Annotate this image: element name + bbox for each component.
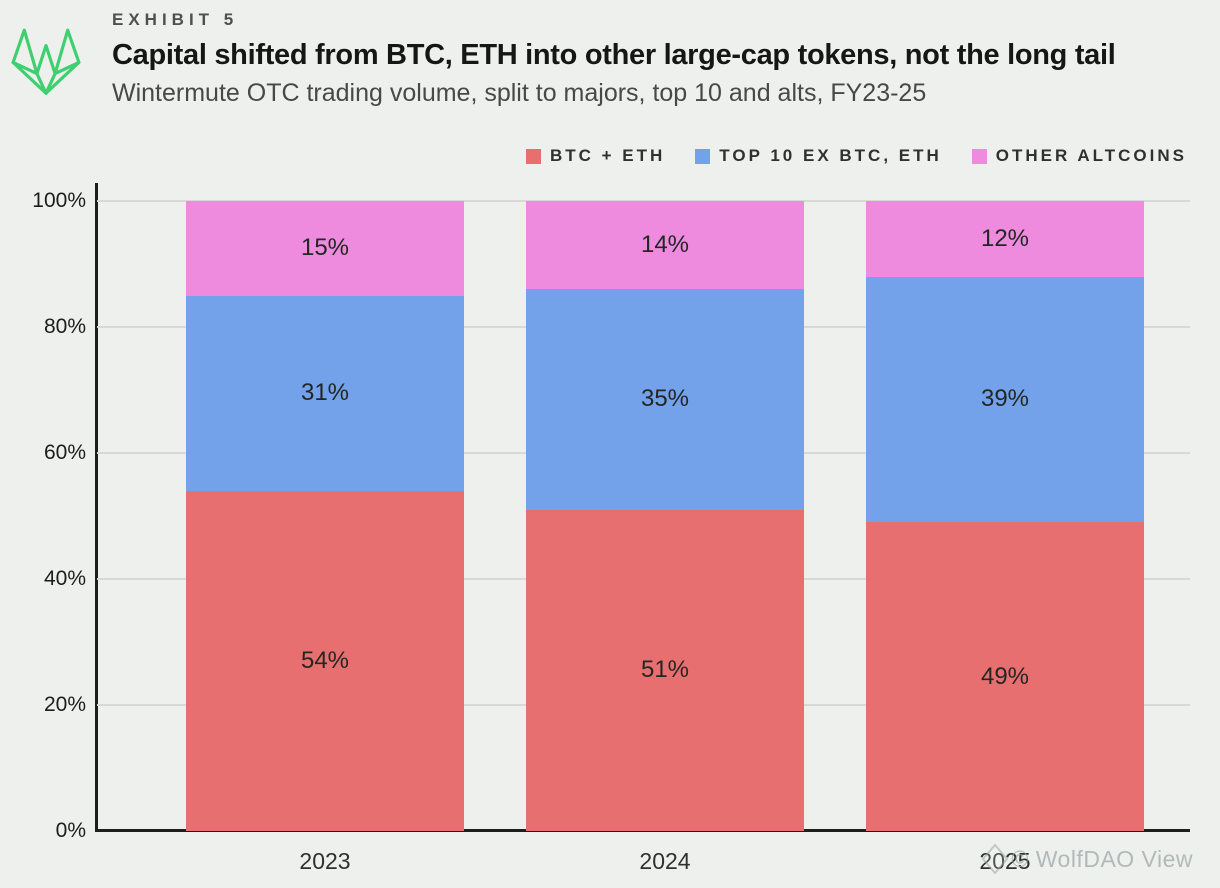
stacked-bar-2025: 12% 39% 49% [866, 201, 1144, 831]
watermark: © WolfDAO View [980, 843, 1193, 875]
legend-item: OTHER ALTCOINS [971, 146, 1187, 166]
segment-value-label: 14% [640, 231, 690, 259]
y-tick-label: 40% [43, 567, 86, 590]
bar-segment: 39% [866, 276, 1144, 523]
stacked-bar-2023: 15% 31% 54% [186, 201, 464, 831]
legend-item: TOP 10 EX BTC, ETH [695, 146, 941, 166]
bar-segment: 49% [866, 522, 1144, 831]
legend-swatch-icon [695, 148, 711, 164]
chart-legend: BTC + ETH TOP 10 EX BTC, ETH OTHER ALTCOIN… [525, 146, 1187, 166]
segment-value-label: 35% [640, 385, 690, 413]
y-tick-label: 20% [43, 693, 86, 716]
legend-swatch-icon [971, 148, 987, 164]
diamond-icon [982, 843, 1009, 875]
y-tick-label: 100% [32, 189, 86, 212]
stacked-bar-2024: 14% 35% 51% [526, 201, 804, 831]
y-tick-label: 60% [43, 441, 86, 464]
x-tick-label: 2023 [299, 848, 351, 874]
y-tick-label: 0% [55, 819, 86, 842]
bar-segment: 15% [186, 201, 464, 296]
segment-value-label: 51% [640, 656, 690, 684]
segment-value-label: 39% [980, 385, 1030, 413]
wintermute-logo-icon [11, 28, 81, 95]
segment-value-label: 54% [300, 646, 350, 674]
segment-value-label: 49% [980, 662, 1030, 690]
bar-segment: 12% [866, 201, 1144, 277]
x-tick-label: 2024 [639, 848, 691, 874]
legend-swatch-icon [525, 148, 541, 164]
y-axis-line [95, 183, 98, 831]
bar-segment: 51% [526, 509, 804, 831]
segment-value-label: 12% [980, 224, 1030, 252]
bar-segment: 54% [186, 490, 464, 831]
bar-segment: 14% [526, 201, 804, 290]
legend-item: BTC + ETH [525, 146, 666, 166]
exhibit-label: EXHIBIT 5 [112, 10, 239, 29]
legend-label: BTC + ETH [549, 146, 666, 165]
y-tick-label: 80% [43, 315, 86, 338]
legend-label: TOP 10 EX BTC, ETH [719, 146, 942, 165]
watermark-text: © WolfDAO View [1011, 845, 1193, 872]
bar-segment: 31% [186, 295, 464, 491]
segment-value-label: 31% [300, 379, 350, 407]
bar-segment: 35% [526, 289, 804, 510]
chart-title: Capital shifted from BTC, ETH into other… [112, 39, 1116, 71]
segment-value-label: 15% [300, 234, 350, 262]
legend-label: OTHER ALTCOINS [995, 146, 1187, 165]
chart-subtitle: Wintermute OTC trading volume, split to … [112, 79, 927, 107]
